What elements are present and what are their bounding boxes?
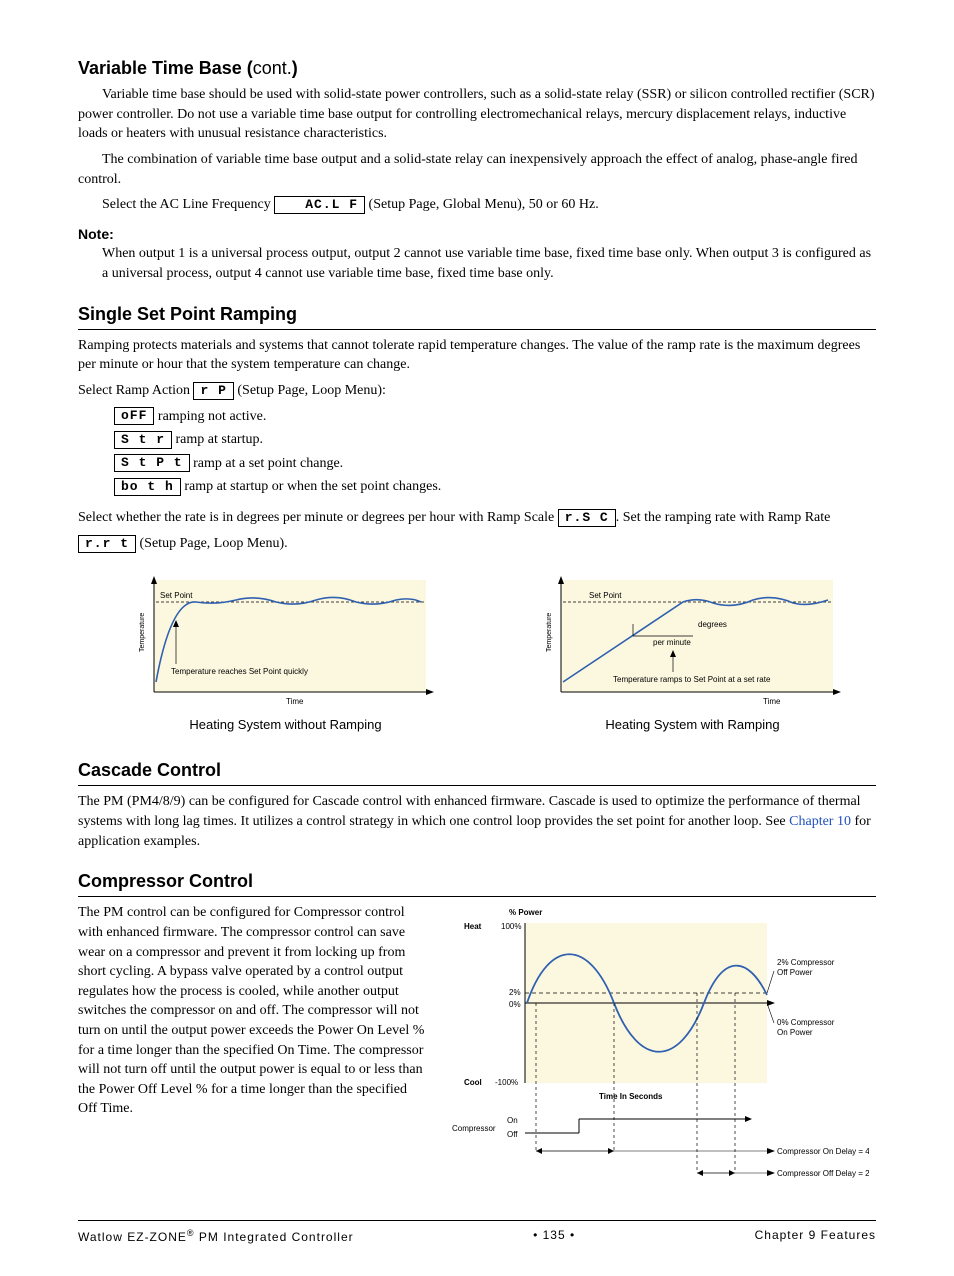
display-code-rsc: r.S C [558, 509, 616, 527]
heading-compressor: Compressor Control [78, 869, 876, 897]
anno-0pct-a: 0% Compressor [777, 1018, 835, 1027]
display-code-both: bo t h [114, 478, 181, 496]
heading-cont: cont. [253, 58, 292, 78]
pm100-label: -100% [495, 1078, 518, 1087]
footer-left: Watlow EZ-ZONE® PM Integrated Controller [78, 1227, 354, 1246]
section-cascade: Cascade Control The PM (PM4/8/9) can be … [78, 758, 876, 851]
anno-off-delay: Compressor Off Delay = 20 Seconds [777, 1169, 869, 1178]
off-label: Off [507, 1130, 518, 1139]
on-label: On [507, 1116, 518, 1125]
text: (Setup Page, Loop Menu): [234, 383, 386, 398]
chart-note: Temperature ramps to Set Point at a set … [613, 675, 771, 684]
section-variable-time-base: Variable Time Base (cont.) Variable time… [78, 56, 876, 284]
setpoint-label: Set Point [589, 591, 622, 600]
ylabel: Temperature [139, 613, 146, 652]
note-label: Note: [78, 225, 876, 245]
ramp-option-list: oFF ramping not active. S t r ramp at st… [114, 407, 876, 497]
chart-note: Temperature reaches Set Point quickly [171, 667, 308, 676]
text: The PM (PM4/8/9) can be configured for C… [78, 794, 861, 829]
text: Watlow EZ-ZONE [78, 1230, 187, 1244]
chart-caption: Heating System with Ramping [509, 716, 876, 734]
text: Select Ramp Action [78, 383, 193, 398]
chart-caption: Heating System without Ramping [102, 716, 469, 734]
deg-label: degrees [698, 620, 727, 629]
link-chapter-10[interactable]: Chapter 10 [789, 814, 851, 829]
para-cascade: The PM (PM4/8/9) can be configured for C… [78, 792, 876, 851]
compressor-chart: % Power Heat 100% 2% 0% Cool -100% Time … [449, 903, 876, 1200]
note-body: When output 1 is a universal process out… [102, 244, 876, 283]
reg-mark: ® [187, 1228, 195, 1238]
footer-right: Chapter 9 Features [755, 1227, 876, 1246]
heat-label: Heat [464, 922, 482, 931]
para-compressor: The PM control can be configured for Com… [78, 903, 429, 1119]
display-code-rp: r P [193, 382, 233, 400]
page-footer: Watlow EZ-ZONE® PM Integrated Controller… [78, 1220, 876, 1246]
p0-label: 0% [509, 1000, 521, 1009]
heading-cascade: Cascade Control [78, 758, 876, 786]
para-vtb-2: The combination of variable time base ou… [78, 150, 876, 189]
footer-page: • 135 • [533, 1227, 575, 1246]
anno-2pct-a: 2% Compressor [777, 958, 835, 967]
chart-title: % Power [509, 908, 542, 917]
xlabel: Time [763, 697, 781, 706]
section-compressor: Compressor Control The PM control can be… [78, 869, 876, 1200]
heading-vtb: Variable Time Base (cont.) [78, 56, 876, 81]
heading-end: ) [292, 58, 298, 78]
para-vtb-1: Variable time base should be used with s… [78, 85, 876, 144]
cool-label: Cool [464, 1078, 482, 1087]
time-label: Time In Seconds [599, 1092, 663, 1101]
anno-0pct-b: On Power [777, 1028, 813, 1037]
heading-text: Variable Time Base ( [78, 58, 253, 78]
display-code-stpt: S t P t [114, 454, 190, 472]
compressor-label: Compressor [452, 1124, 496, 1133]
display-code-aclf: AC.L F [274, 196, 365, 214]
para-vtb-3: Select the AC Line Frequency AC.L F (Set… [78, 195, 876, 215]
per-label: per minute [653, 638, 691, 647]
text: PM Integrated Controller [195, 1230, 354, 1244]
chart-without-ramping: Set Point Temperature reaches Set Point … [102, 572, 469, 734]
xlabel: Time [286, 697, 304, 706]
setpoint-label: Set Point [160, 591, 193, 600]
text: ramp at a set point change. [190, 456, 344, 471]
chart-svg: % Power Heat 100% 2% 0% Cool -100% Time … [449, 903, 869, 1193]
anno-on-delay: Compressor On Delay = 45 Seconds [777, 1147, 869, 1156]
text: Select the AC Line Frequency [102, 197, 274, 212]
text: ramp at startup or when the set point ch… [181, 479, 441, 494]
text: . Set the ramping rate with Ramp Rate [616, 510, 831, 525]
display-code-off: oFF [114, 407, 154, 425]
para-ramp-2: Select Ramp Action r P (Setup Page, Loop… [78, 381, 876, 401]
text: Select whether the rate is in degrees pe… [78, 510, 558, 525]
list-item: S t P t ramp at a set point change. [114, 454, 876, 474]
list-item: oFF ramping not active. [114, 407, 876, 427]
list-item: S t r ramp at startup. [114, 430, 876, 450]
section-ramping: Single Set Point Ramping Ramping protect… [78, 302, 876, 735]
chart-svg: Set Point Temperature reaches Set Point … [126, 572, 446, 712]
chart-svg: Set Point degrees per minute Temperature… [533, 572, 853, 712]
list-item: bo t h ramp at startup or when the set p… [114, 477, 876, 497]
display-code-rrt: r.r t [78, 535, 136, 553]
anno-2pct-b: Off Power [777, 968, 813, 977]
text: ramp at startup. [172, 432, 263, 447]
chart-with-ramping: Set Point degrees per minute Temperature… [509, 572, 876, 734]
text: (Setup Page, Loop Menu). [136, 536, 288, 551]
ylabel: Temperature [546, 613, 553, 652]
para-ramp-1: Ramping protects materials and systems t… [78, 336, 876, 375]
para-ramp-3: Select whether the rate is in degrees pe… [78, 505, 876, 558]
display-code-str: S t r [114, 431, 172, 449]
p100-label: 100% [501, 922, 521, 931]
p2-label: 2% [509, 988, 521, 997]
text: (Setup Page, Global Menu), 50 or 60 Hz. [365, 197, 599, 212]
text: ramping not active. [154, 409, 266, 424]
heading-ramping: Single Set Point Ramping [78, 302, 876, 330]
ramping-charts: Set Point Temperature reaches Set Point … [102, 572, 876, 734]
